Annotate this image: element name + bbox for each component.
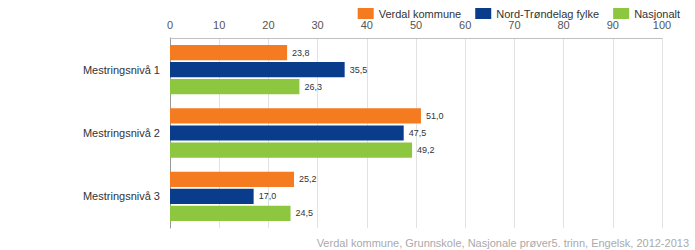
svg-text:Verdal kommune: Verdal kommune (379, 8, 462, 20)
svg-text:17,0: 17,0 (259, 191, 277, 201)
svg-text:Mestringsnivå 3: Mestringsnivå 3 (83, 190, 160, 202)
svg-text:20: 20 (262, 19, 274, 31)
svg-text:80: 80 (557, 19, 569, 31)
svg-text:51,0: 51,0 (426, 111, 444, 121)
svg-text:23,8: 23,8 (292, 48, 310, 58)
svg-text:70: 70 (508, 19, 520, 31)
svg-text:Mestringsnivå 2: Mestringsnivå 2 (83, 127, 160, 139)
svg-text:0: 0 (167, 19, 173, 31)
svg-text:40: 40 (361, 19, 373, 31)
svg-text:50: 50 (410, 19, 422, 31)
svg-text:Mestringsnivå 1: Mestringsnivå 1 (83, 64, 160, 76)
svg-text:60: 60 (459, 19, 471, 31)
svg-text:35,5: 35,5 (350, 65, 368, 75)
svg-text:26,3: 26,3 (304, 82, 322, 92)
svg-text:10: 10 (213, 19, 225, 31)
svg-text:49,2: 49,2 (417, 145, 435, 155)
svg-text:Nord-Trøndelag fylke: Nord-Trøndelag fylke (496, 8, 599, 20)
svg-text:100: 100 (653, 19, 671, 31)
svg-text:30: 30 (311, 19, 323, 31)
svg-text:90: 90 (607, 19, 619, 31)
svg-text:47,5: 47,5 (409, 128, 427, 138)
svg-text:24,5: 24,5 (296, 208, 314, 218)
svg-text:Verdal kommune, Grunnskole, Na: Verdal kommune, Grunnskole, Nasjonale pr… (317, 237, 689, 249)
svg-text:25,2: 25,2 (299, 174, 317, 184)
svg-text:Nasjonalt: Nasjonalt (634, 8, 680, 20)
